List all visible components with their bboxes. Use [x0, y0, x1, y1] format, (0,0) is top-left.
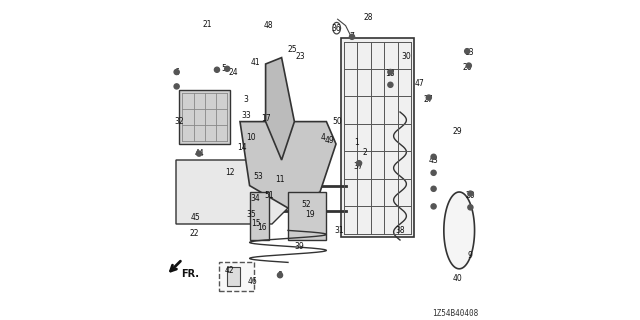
Text: 34: 34: [250, 194, 260, 203]
Circle shape: [431, 204, 436, 209]
Circle shape: [431, 154, 436, 159]
Text: 24: 24: [228, 68, 238, 76]
Circle shape: [174, 69, 179, 75]
Text: 10: 10: [246, 133, 256, 142]
Text: 22: 22: [190, 229, 199, 238]
Text: 39: 39: [294, 242, 304, 251]
Text: 5: 5: [221, 64, 227, 73]
Polygon shape: [444, 192, 475, 269]
Circle shape: [388, 82, 393, 87]
Text: 36: 36: [332, 24, 342, 33]
Text: 48: 48: [263, 21, 273, 30]
Text: 4: 4: [321, 133, 326, 142]
Circle shape: [349, 34, 355, 39]
Text: 43: 43: [429, 156, 438, 164]
Text: 41: 41: [250, 58, 260, 67]
Text: 13: 13: [464, 48, 474, 57]
Text: 15: 15: [251, 220, 261, 228]
Text: 20: 20: [465, 191, 476, 200]
Text: 50: 50: [333, 117, 342, 126]
Circle shape: [468, 191, 473, 196]
Text: FR.: FR.: [181, 268, 199, 279]
Circle shape: [356, 161, 362, 166]
Circle shape: [174, 84, 179, 89]
Text: 53: 53: [253, 172, 264, 180]
Text: 1: 1: [355, 138, 359, 147]
Text: 32: 32: [174, 117, 184, 126]
Text: 25: 25: [288, 45, 298, 54]
Polygon shape: [288, 192, 326, 240]
Circle shape: [214, 67, 220, 72]
Circle shape: [468, 205, 473, 210]
Text: 9: 9: [468, 252, 473, 260]
Circle shape: [426, 95, 431, 100]
Circle shape: [278, 273, 283, 278]
Circle shape: [465, 49, 470, 54]
Text: 37: 37: [353, 162, 364, 171]
Text: 2: 2: [362, 148, 367, 156]
Text: 46: 46: [247, 277, 257, 286]
Text: 49: 49: [324, 136, 335, 145]
Text: 16: 16: [257, 223, 268, 232]
Text: 35: 35: [246, 210, 256, 219]
Bar: [227, 267, 240, 286]
Polygon shape: [266, 58, 294, 160]
Text: 40: 40: [452, 274, 463, 283]
Text: 52: 52: [301, 200, 311, 209]
Text: 3: 3: [243, 95, 248, 104]
Text: 14: 14: [237, 143, 246, 152]
Text: 42: 42: [225, 266, 235, 275]
Text: 21: 21: [203, 20, 212, 28]
Polygon shape: [179, 90, 230, 144]
Text: 30: 30: [401, 52, 412, 60]
Text: 18: 18: [386, 69, 395, 78]
Text: 28: 28: [364, 13, 372, 22]
Text: 7: 7: [349, 32, 355, 41]
Text: 6: 6: [174, 68, 179, 76]
Text: 47: 47: [414, 79, 424, 88]
Text: 45: 45: [190, 213, 200, 222]
Text: 11: 11: [275, 175, 285, 184]
Text: 33: 33: [241, 111, 252, 120]
Circle shape: [431, 186, 436, 191]
Circle shape: [196, 151, 202, 156]
Text: 1Z54B40408: 1Z54B40408: [432, 309, 479, 318]
Text: 12: 12: [226, 168, 235, 177]
Circle shape: [225, 66, 230, 71]
Circle shape: [466, 63, 471, 68]
Text: 29: 29: [452, 127, 463, 136]
Polygon shape: [176, 144, 288, 224]
Circle shape: [431, 170, 436, 175]
Text: 44: 44: [194, 149, 204, 158]
Circle shape: [388, 69, 393, 75]
Polygon shape: [250, 192, 269, 240]
Text: 19: 19: [305, 210, 316, 219]
Polygon shape: [240, 122, 336, 208]
Text: 26: 26: [462, 63, 472, 72]
Text: 23: 23: [296, 52, 306, 60]
Text: 17: 17: [260, 114, 271, 123]
Text: 38: 38: [395, 226, 405, 235]
Bar: [219, 262, 254, 291]
Text: 31: 31: [334, 226, 344, 235]
Text: 51: 51: [264, 191, 274, 200]
Text: 8: 8: [278, 271, 282, 280]
Bar: [340, 38, 415, 237]
Text: 27: 27: [424, 95, 434, 104]
